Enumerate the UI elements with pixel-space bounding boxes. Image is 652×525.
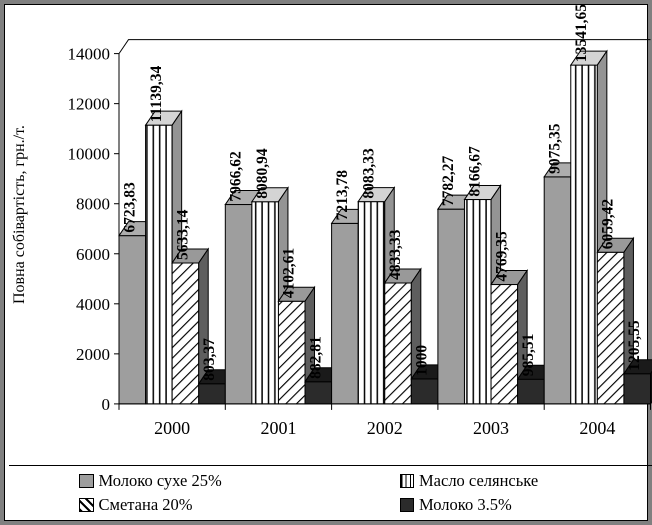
svg-text:6059,42: 6059,42 bbox=[600, 199, 617, 250]
svg-text:14000: 14000 bbox=[68, 45, 111, 64]
svg-text:4102,61: 4102,61 bbox=[281, 248, 298, 298]
svg-text:12000: 12000 bbox=[68, 95, 111, 114]
svg-text:0: 0 bbox=[102, 395, 111, 414]
svg-text:9075,35: 9075,35 bbox=[546, 123, 563, 174]
svg-text:4000: 4000 bbox=[76, 295, 110, 314]
svg-text:11139,34: 11139,34 bbox=[148, 66, 165, 123]
svg-text:2004: 2004 bbox=[579, 418, 615, 438]
svg-text:6000: 6000 bbox=[76, 245, 110, 264]
svg-text:4769,35: 4769,35 bbox=[493, 231, 510, 282]
svg-text:803,37: 803,37 bbox=[201, 338, 218, 381]
svg-text:8000: 8000 bbox=[76, 195, 110, 214]
svg-text:4833,33: 4833,33 bbox=[387, 229, 404, 280]
svg-text:882,81: 882,81 bbox=[307, 336, 324, 379]
svg-text:2000: 2000 bbox=[154, 418, 190, 438]
svg-text:7966,62: 7966,62 bbox=[228, 151, 245, 202]
svg-text:6723,83: 6723,83 bbox=[121, 182, 138, 233]
svg-text:13541,65: 13541,65 bbox=[573, 4, 590, 62]
svg-text:2000: 2000 bbox=[76, 345, 110, 364]
svg-text:8083,33: 8083,33 bbox=[360, 148, 377, 199]
svg-text:10000: 10000 bbox=[68, 145, 111, 164]
svg-text:7213,78: 7213,78 bbox=[334, 170, 351, 221]
svg-text:8080,94: 8080,94 bbox=[254, 148, 271, 199]
svg-text:1000: 1000 bbox=[414, 345, 431, 376]
svg-text:5633,14: 5633,14 bbox=[174, 209, 191, 260]
svg-text:2002: 2002 bbox=[367, 418, 403, 438]
svg-text:8166,67: 8166,67 bbox=[467, 146, 484, 197]
svg-text:2001: 2001 bbox=[260, 418, 296, 438]
svg-text:985,51: 985,51 bbox=[520, 334, 537, 377]
svg-text:7782,27: 7782,27 bbox=[440, 156, 457, 207]
svg-text:1205,55: 1205,55 bbox=[626, 320, 643, 371]
svg-text:2003: 2003 bbox=[473, 418, 509, 438]
